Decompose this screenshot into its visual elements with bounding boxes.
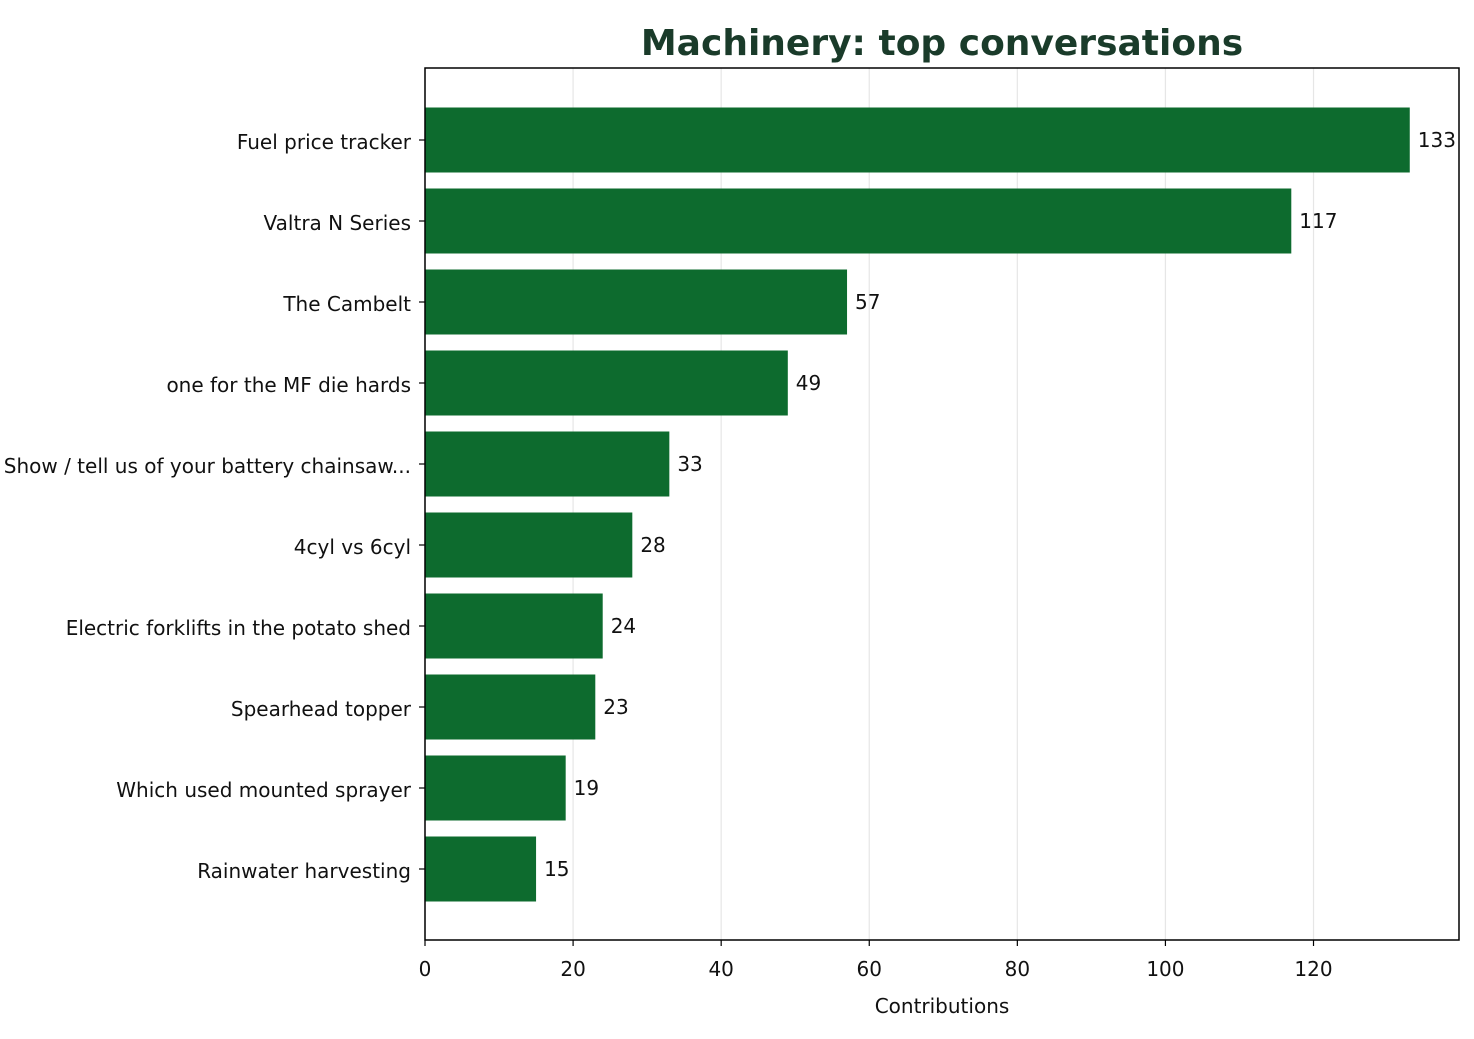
- y-tick-label: Rainwater harvesting: [197, 859, 411, 883]
- y-tick-label: Valtra N Series: [264, 211, 411, 235]
- bar: [425, 350, 788, 416]
- data-label: 117: [1299, 209, 1337, 233]
- bar: [425, 674, 596, 740]
- y-tick-label: Fuel price tracker: [237, 130, 412, 154]
- y-tick-label: 4cyl vs 6cyl: [294, 535, 411, 559]
- x-tick-label: 120: [1294, 957, 1332, 981]
- y-tick-label: Which used mounted sprayer: [116, 778, 411, 802]
- bar: [425, 107, 1410, 173]
- y-tick-label: The Cambelt: [282, 292, 411, 316]
- bar: [425, 836, 537, 902]
- data-label: 24: [611, 614, 636, 638]
- bar: [425, 755, 566, 821]
- x-tick-label: 20: [560, 957, 585, 981]
- bar: [425, 269, 848, 335]
- chart-title: Machinery: top conversations: [641, 23, 1243, 64]
- data-label: 19: [574, 776, 599, 800]
- y-tick-label: one for the MF die hards: [166, 373, 411, 397]
- bar: [425, 512, 633, 578]
- x-tick-label: 40: [708, 957, 733, 981]
- data-labels: 133 117 57 49 33 28 24 23 19 15: [544, 128, 1456, 881]
- x-tick-label: 80: [1005, 957, 1030, 981]
- y-tick-label: Show / tell us of your battery chainsaw.…: [4, 454, 411, 478]
- data-label: 28: [640, 533, 665, 557]
- data-label: 23: [603, 695, 628, 719]
- x-axis-label: Contributions: [875, 994, 1010, 1018]
- data-label: 57: [855, 290, 880, 314]
- bar: [425, 188, 1292, 254]
- bar: [425, 593, 603, 659]
- data-label: 15: [544, 857, 569, 881]
- x-axis-ticks: 0 20 40 60 80 100 120: [419, 940, 1333, 981]
- data-label: 49: [796, 371, 821, 395]
- data-label: 133: [1418, 128, 1456, 152]
- y-axis-ticks: Fuel price tracker Valtra N Series The Cam…: [4, 130, 425, 883]
- y-tick-label: Spearhead topper: [231, 697, 412, 721]
- plot-frame: [424, 67, 1460, 941]
- bars: [425, 107, 1410, 902]
- bar: [425, 431, 670, 497]
- y-tick-label: Electric forklifts in the potato shed: [66, 616, 411, 640]
- x-tick-label: 60: [857, 957, 882, 981]
- data-label: 33: [677, 452, 702, 476]
- x-tick-label: 100: [1146, 957, 1184, 981]
- x-tick-label: 0: [419, 957, 432, 981]
